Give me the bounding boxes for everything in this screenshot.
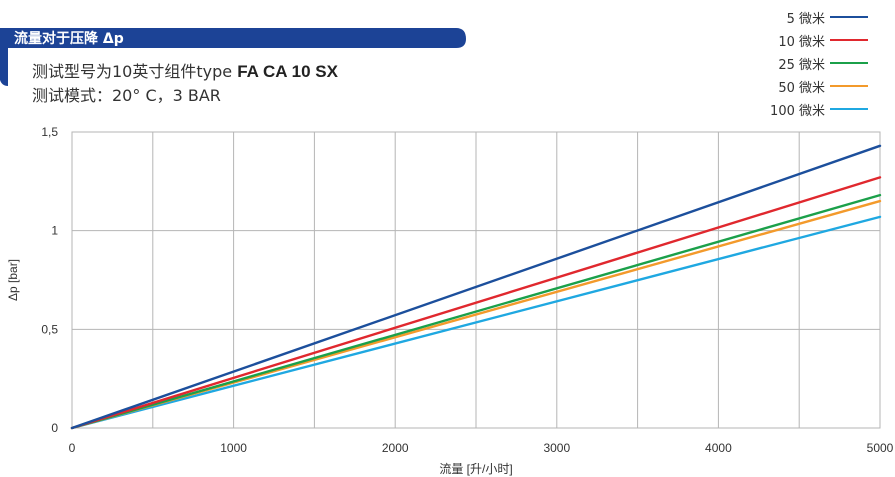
legend-item: 50 微米 — [700, 75, 890, 96]
x-tick-label: 0 — [69, 441, 76, 455]
legend-item: 10 微米 — [700, 29, 890, 50]
title-banner — [0, 28, 466, 86]
legend-item: 25 微米 — [700, 52, 890, 73]
legend-label: 25 微米 — [778, 58, 825, 73]
series-line — [70, 215, 882, 430]
x-tick-label: 5000 — [867, 441, 894, 455]
subtitle-prefix: 测试型号为10英寸组件type — [32, 62, 238, 81]
series-line — [70, 176, 882, 430]
legend-label: 100 微米 — [770, 104, 825, 119]
y-tick-label: 0 — [51, 421, 58, 435]
y-tick-label: 1 — [51, 224, 58, 238]
legend-swatch — [830, 108, 868, 110]
y-tick-label: 1,5 — [41, 125, 58, 139]
legend-swatch — [830, 16, 868, 18]
x-tick-label: 4000 — [705, 441, 732, 455]
legend-swatch — [830, 85, 868, 87]
legend-label: 10 微米 — [778, 35, 825, 50]
x-tick-label: 2000 — [382, 441, 409, 455]
chart-title: 流量对于压降 Δp — [14, 31, 124, 47]
legend-item: 5 微米 — [700, 6, 890, 27]
series-line — [70, 193, 882, 430]
legend-item: 100 微米 — [700, 98, 890, 119]
x-tick-label: 3000 — [543, 441, 570, 455]
x-axis-label: 流量 [升/小时] — [439, 462, 512, 476]
y-tick-label: 0,5 — [41, 322, 58, 336]
x-tick-label: 1000 — [220, 441, 247, 455]
y-axis-label: Δp [bar] — [6, 259, 20, 301]
test-conditions: 测试模式：20° C，3 BAR — [32, 86, 221, 105]
legend-label: 50 微米 — [778, 81, 825, 96]
chart-subtitle: 测试型号为10英寸组件type FA CA 10 SX — [32, 58, 338, 82]
legend-label: 5 微米 — [786, 12, 825, 27]
model-name: FA CA 10 SX — [237, 62, 338, 81]
legend-swatch — [830, 62, 868, 64]
legend-swatch — [830, 39, 868, 41]
series-line — [70, 144, 882, 430]
